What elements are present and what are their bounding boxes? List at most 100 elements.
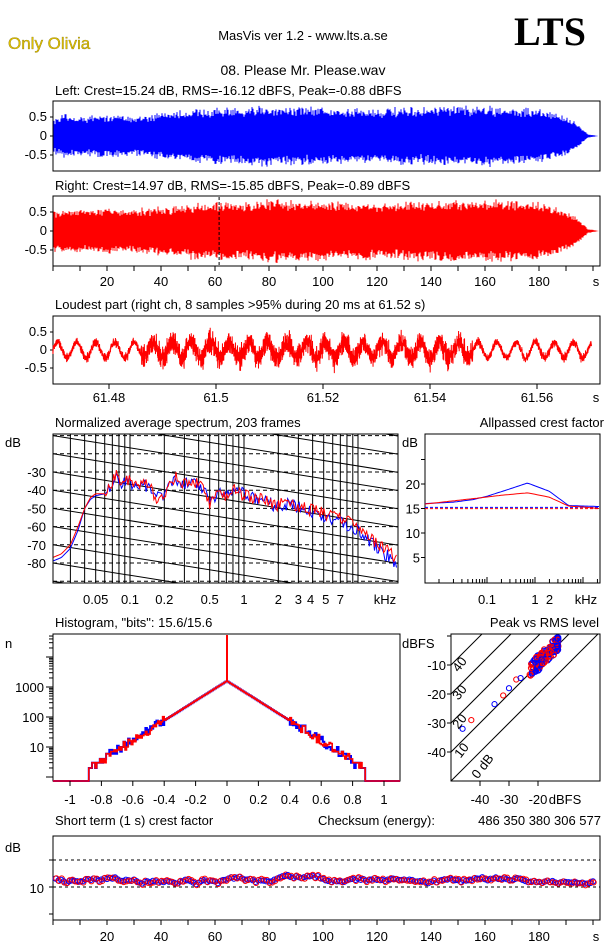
spectrum-frame (52, 433, 399, 584)
bottom-time-axis-tick-label: 160 (474, 929, 496, 944)
right-channel-waveform (53, 199, 599, 263)
spectrum-grid (53, 434, 398, 583)
peak-vs-rms-title: Peak vs RMS level (490, 615, 599, 630)
histogram-xtick-label: 0.8 (344, 792, 362, 807)
spectrum-slope-line (53, 435, 398, 492)
bottom-time-axis-tick-label: 60 (208, 929, 222, 944)
loudest-unit: s (593, 390, 600, 405)
app-title: MasVis ver 1.2 - www.lts.a.se (218, 28, 388, 43)
short-term-crest-ylabel: dB (5, 840, 21, 855)
scatter-point-left (549, 637, 556, 645)
histogram-xtick-label: -0.8 (90, 792, 112, 807)
loudest-ytick-label: 0 (40, 342, 47, 357)
pvr-ytick-label: -10 (427, 658, 446, 673)
allpass-left-line (424, 482, 599, 507)
loudest-xtick-label: 61.54 (414, 390, 447, 405)
pvr-ytick-label: -30 (427, 716, 446, 731)
scatter-point-right (533, 654, 540, 661)
scatter-point-right (547, 648, 554, 655)
allpass-ytick-label: 5 (413, 551, 420, 566)
peak-vs-rms-ylabel: dBFS (402, 636, 435, 651)
spectrum-ytick-label: -60 (27, 520, 46, 535)
spectrum-ytick-label: -50 (27, 501, 46, 516)
loudest-xtick-label: 61.56 (521, 390, 554, 405)
spectrum-ylabel: dB (5, 435, 21, 450)
right-channel-ytick-label: 0.5 (29, 204, 47, 219)
histogram-ylabel: n (5, 636, 12, 651)
spectrum-title: Normalized average spectrum, 203 frames (55, 415, 301, 430)
scatter-point-right (551, 636, 558, 643)
pvr-ytick-label: -20 (427, 687, 446, 702)
allpass-unit: kHz (575, 592, 597, 607)
allpass-ytick-label: 20 (406, 477, 420, 492)
left-channel-frame (52, 100, 601, 172)
right-channel-ytick-label: 0 (40, 223, 47, 238)
bottom-time-axis-tick-label: 120 (366, 929, 388, 944)
spectrum-slope-line (154, 434, 398, 473)
crest-line-0db (451, 634, 599, 781)
scatter-point-left (505, 685, 513, 692)
checksum-value: 486 350 380 306 577 (478, 813, 601, 828)
histogram-xtick-label: 0 (223, 792, 230, 807)
spectrum-slope-line (53, 526, 398, 583)
histogram-right-line (53, 680, 400, 782)
time-axis-tick-label: 160 (474, 274, 496, 289)
file-name: 08. Please Mr. Please.wav (221, 62, 386, 78)
crest-line-30db (451, 634, 512, 695)
loudest-part-title: Loudest part (right ch, 8 samples >95% d… (55, 297, 425, 312)
crest-point-left (176, 878, 183, 885)
spectrum-xtick-label: 4 (307, 592, 314, 607)
crest-line-20db (451, 634, 541, 724)
spectrum-xtick-label: 3 (295, 592, 302, 607)
short-term-crest-title: Short term (1 s) crest factor (55, 813, 214, 828)
time-axis-tick-label: 80 (262, 274, 276, 289)
histogram-ytick-label: 100 (22, 710, 44, 725)
scatter-point-left (459, 725, 466, 732)
left-channel-ytick-label: 0 (40, 128, 47, 143)
checksum-label: Checksum (energy): (318, 813, 435, 828)
histogram-xtick-label: 1 (380, 792, 387, 807)
time-axis-tick-label: 100 (312, 274, 334, 289)
histogram-xtick-label: 0.4 (281, 792, 299, 807)
time-axis-tick-label: 180 (528, 274, 550, 289)
crest-point-left (220, 876, 227, 884)
time-axis-unit: s (593, 274, 600, 289)
scatter-point-left (535, 667, 542, 674)
spectrum-ytick-label: -30 (27, 465, 46, 480)
bottom-time-axis-tick-label: 180 (528, 929, 550, 944)
spectrum-xtick-label: 1 (240, 592, 247, 607)
histogram-ytick-label: 1000 (15, 680, 44, 695)
spectrum-slope-line (53, 562, 182, 583)
spectrum-right-line (53, 469, 397, 564)
histogram-xtick-label: -1 (64, 792, 76, 807)
loudest-ytick-label: 0.5 (29, 324, 47, 339)
bottom-time-axis-tick-label: 100 (312, 929, 334, 944)
pvr-xtick-label: -40 (471, 792, 490, 807)
bottom-time-axis-tick-label: 140 (420, 929, 442, 944)
bottom-time-axis-unit: s (593, 929, 600, 944)
allpass-ytick-label: 10 (406, 526, 420, 541)
spectrum-slope-line (53, 453, 398, 510)
crest-point-left (465, 877, 472, 884)
scatter-point-right (500, 692, 507, 699)
histogram-xtick-label: -0.4 (153, 792, 175, 807)
scatter-point-right (542, 652, 549, 659)
crest-line-10db (451, 634, 570, 753)
spectrum-xtick-label: 7 (337, 592, 344, 607)
spectrum-xtick-label: 0.2 (155, 592, 173, 607)
allpass-ylabel: dB (402, 435, 418, 450)
peak-vs-rms-plot (451, 634, 599, 781)
loudest-xtick-label: 61.5 (203, 390, 228, 405)
scatter-point-right (527, 664, 535, 672)
time-axis-tick-label: 120 (366, 274, 388, 289)
time-axis-tick-label: 60 (208, 274, 222, 289)
spectrum-ytick-label: -80 (27, 556, 46, 571)
right-channel-ytick-label: -0.5 (25, 242, 47, 257)
left-channel-waveform (53, 105, 598, 167)
spectrum-xtick-label: 0.1 (121, 592, 139, 607)
crest-point-right (590, 879, 597, 886)
lts-logo: LTS (514, 9, 586, 54)
allpass-xtick-label: 1 (531, 592, 538, 607)
pvr-ytick-label: -40 (427, 745, 446, 760)
